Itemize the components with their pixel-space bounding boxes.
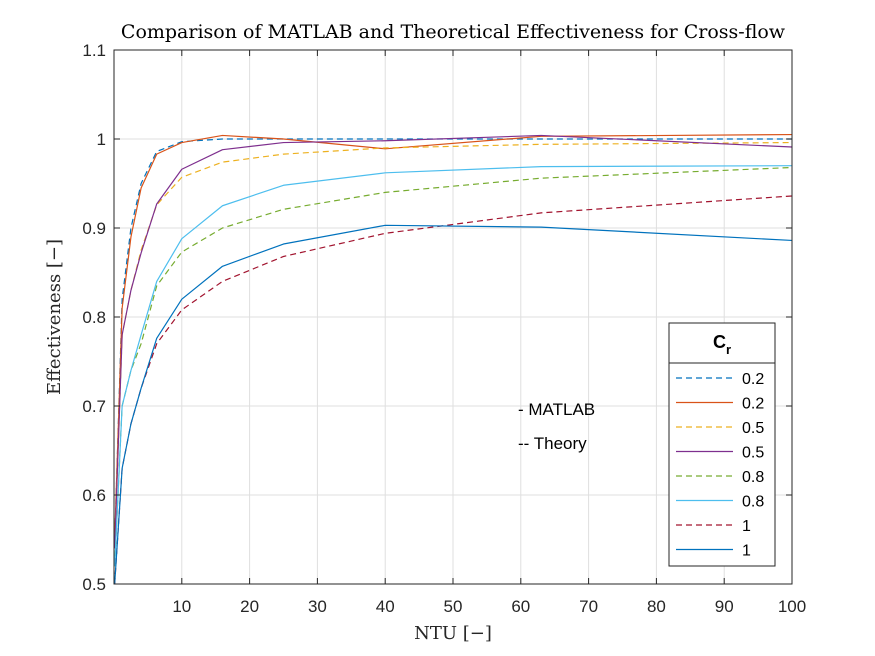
x-tick-label: 20 [240,597,259,616]
legend: Cr 0.2 0.2 0.5 0.5 0.8 0.8 1 1 [668,322,776,567]
series-line-3 [114,134,793,549]
legend-entries: 0.2 0.2 0.5 0.5 0.8 0.8 1 1 [676,371,764,560]
series-line-7 [114,224,793,585]
legend-label-4: 0.8 [742,469,764,486]
annotation-theory: -- Theory [518,434,587,453]
x-tick-label: 60 [511,597,530,616]
y-tick-label: 1.1 [82,41,106,60]
y-tick-label: 0.8 [82,308,106,327]
y-tick-label: 0.6 [82,486,106,505]
x-tick-label: 70 [579,597,598,616]
legend-label-5: 0.8 [742,494,764,511]
legend-label-0: 0.2 [742,371,764,388]
x-tick-label: 80 [647,597,666,616]
legend-label-3: 0.5 [742,445,764,462]
x-tick-label: 50 [444,597,463,616]
series-line-1 [114,133,793,540]
x-tick-label: 90 [715,597,734,616]
y-tick-label: 0.5 [82,575,106,594]
y-tick-label: 0.9 [82,219,106,238]
y-tick-label: 0.7 [82,397,106,416]
x-axis-label: NTU [−] [414,623,492,644]
legend-title-main: C [713,332,726,352]
chart-title: Comparison of MATLAB and Theoretical Eff… [121,21,786,43]
x-tick-label: 30 [308,597,327,616]
legend-title: Cr [713,332,731,357]
axis-ticks: 10 20 30 40 50 60 70 80 90 100 0.5 0.6 0.7 0.8 0.9 1 1.1 [82,41,806,616]
legend-title-subscript: r [726,342,731,357]
series-lines [114,133,793,585]
annotation-matlab: - MATLAB [518,400,595,419]
legend-label-7: 1 [742,543,751,560]
x-tick-label: 40 [376,597,395,616]
y-tick-label: 1 [97,130,106,149]
x-tick-label: 100 [778,597,806,616]
legend-label-2: 0.5 [742,420,764,437]
series-line-5 [114,165,793,567]
y-axis-label: Effectiveness [−] [44,239,65,395]
legend-label-1: 0.2 [742,396,764,413]
legend-label-6: 1 [742,518,751,535]
x-tick-label: 10 [172,597,191,616]
